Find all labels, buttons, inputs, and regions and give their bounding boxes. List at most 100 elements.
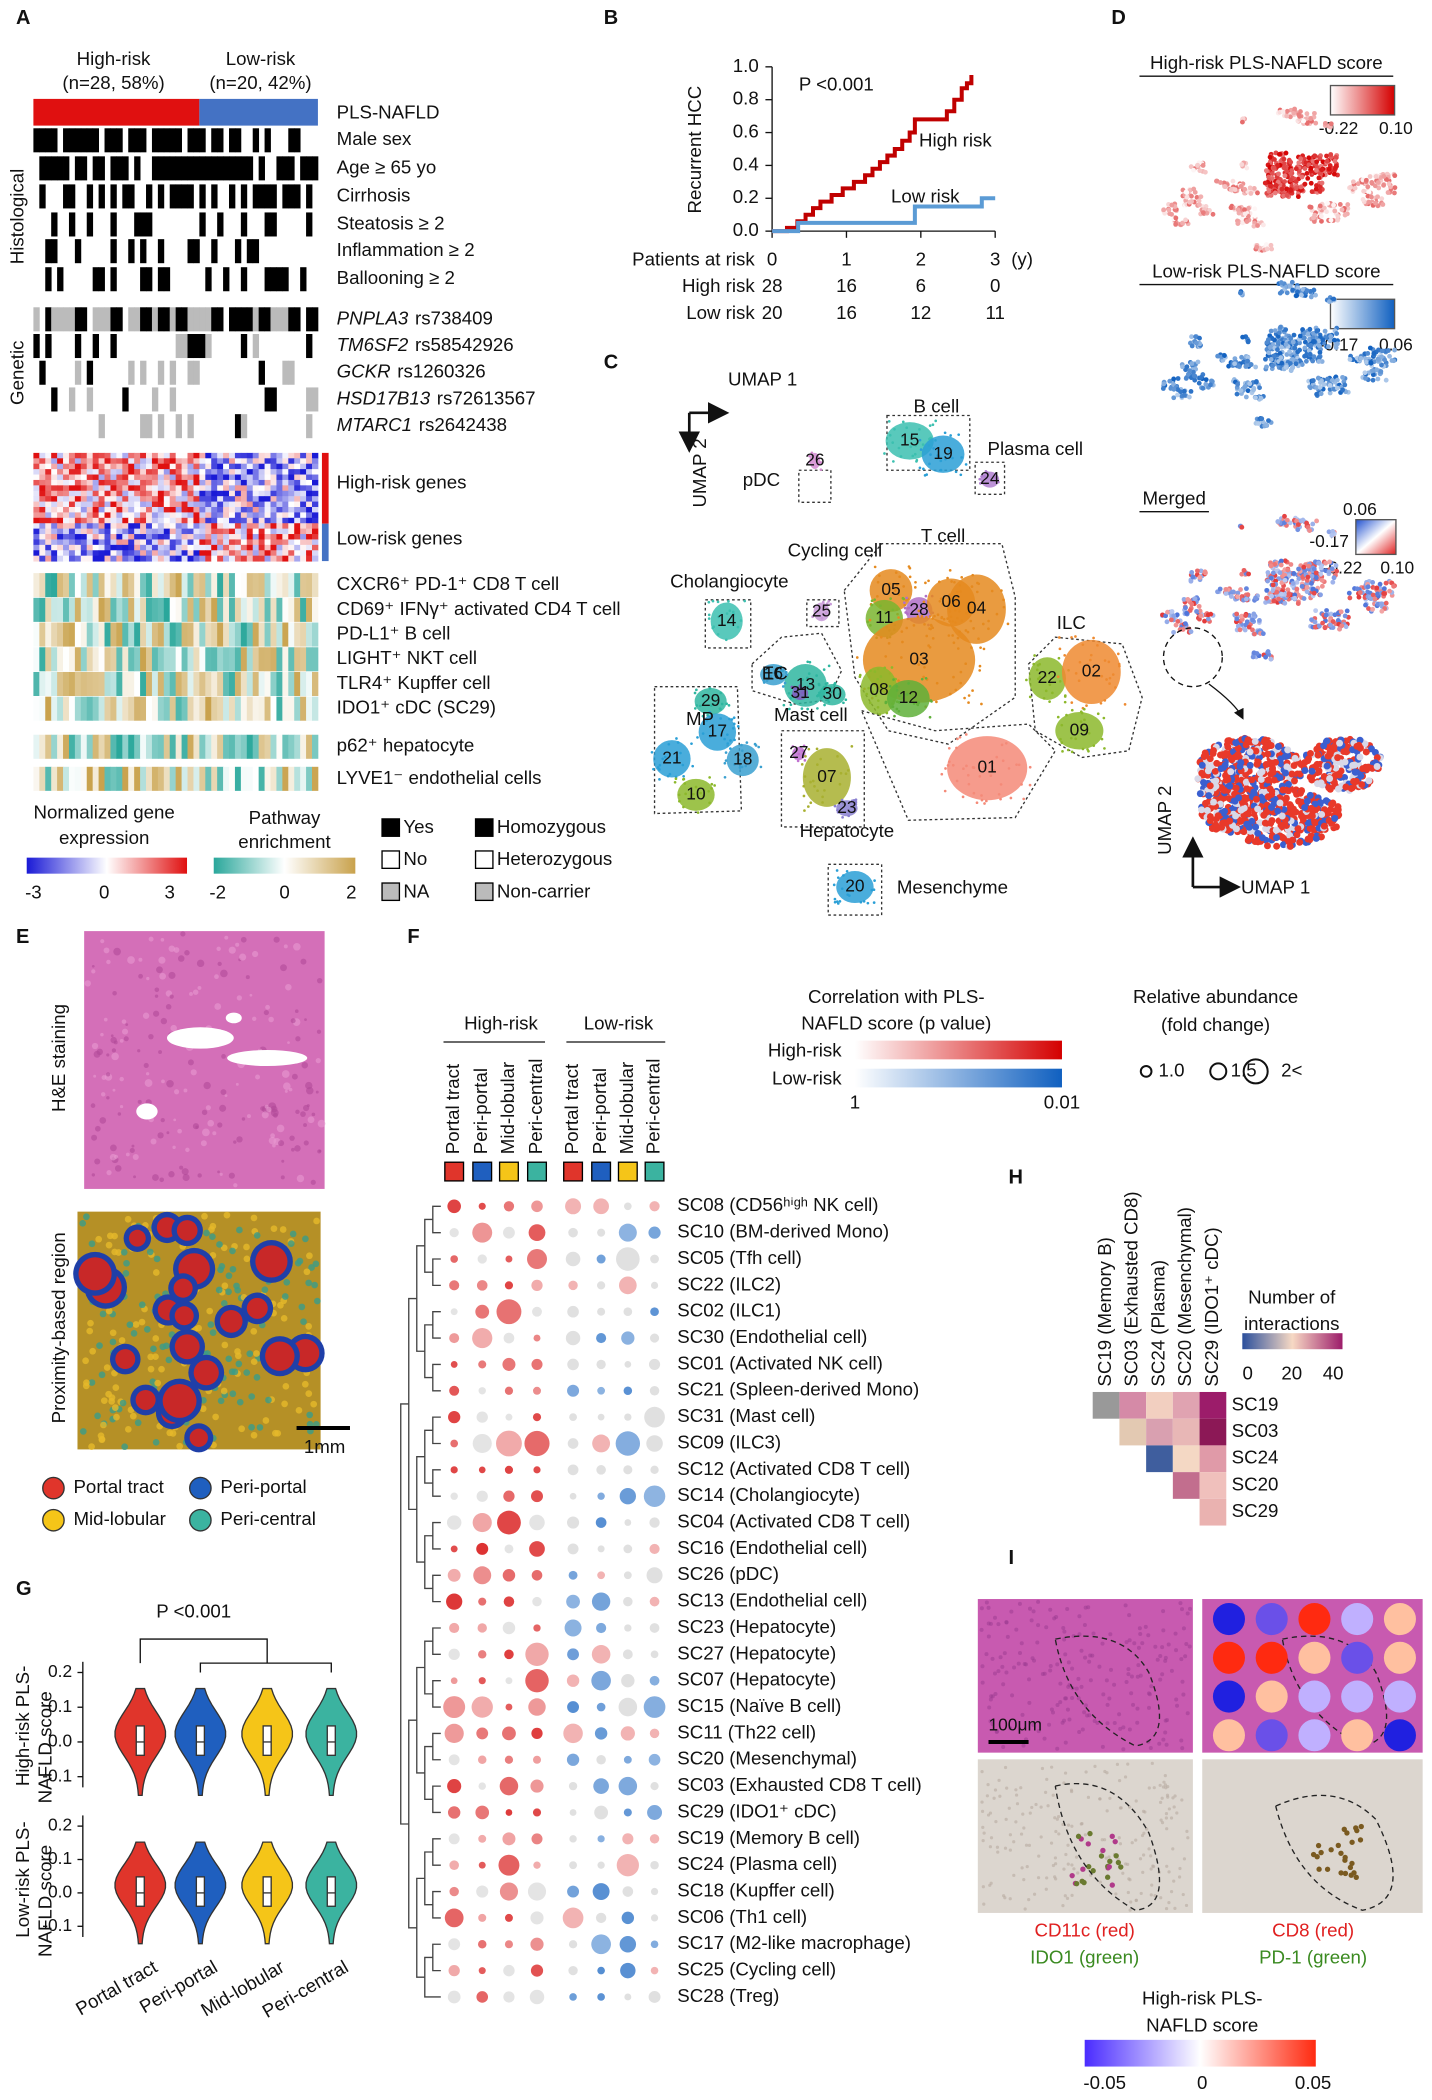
heatmap-cell <box>182 556 188 562</box>
label: Homozygous <box>497 816 606 837</box>
cell-dot <box>733 723 736 726</box>
cell-dot <box>959 736 962 739</box>
umap-dot <box>1183 218 1188 223</box>
umap-dot <box>1374 586 1379 591</box>
heatmap-cell <box>110 475 116 481</box>
umap-dot <box>1296 194 1301 199</box>
pathway-cell <box>223 735 229 759</box>
heatmap-cell <box>87 529 93 535</box>
cell <box>75 156 81 180</box>
cell <box>128 307 134 331</box>
pathway-cell <box>33 735 39 759</box>
umap-dot <box>1253 596 1258 601</box>
cell-dot <box>960 576 963 579</box>
pathway-cell <box>93 697 99 721</box>
umap-dot <box>1275 347 1280 352</box>
zoom-dot <box>1334 754 1341 761</box>
heatmap-cell <box>75 469 81 475</box>
pathway-cell <box>276 647 282 671</box>
heatmap-cell <box>300 534 306 540</box>
panel-label: G <box>16 1578 32 1600</box>
colorbar <box>1330 299 1394 328</box>
cell-dot <box>877 699 880 702</box>
cell-dot <box>1058 657 1061 660</box>
pathway-cell <box>217 598 223 622</box>
heatmap-cell <box>312 518 318 524</box>
umap-dot <box>1231 179 1236 184</box>
umap-dot <box>1282 601 1287 606</box>
zoom-dot <box>1247 748 1254 755</box>
heatmap-cell <box>229 464 235 470</box>
cell-dot <box>711 627 714 630</box>
umap-dot <box>1257 385 1262 390</box>
heatmap-cell <box>45 475 51 481</box>
heatmap-cell <box>271 496 277 502</box>
heatmap-cell <box>81 469 87 475</box>
heatmap-cell <box>288 464 294 470</box>
heatmap-cell <box>294 458 300 464</box>
heatmap-cell <box>57 475 63 481</box>
heatmap-cell <box>182 475 188 481</box>
umap-dot <box>1319 391 1324 396</box>
cell <box>235 239 241 263</box>
cluster-id: 06 <box>941 591 960 611</box>
heatmap-cell <box>312 480 318 486</box>
heatmap-cell <box>306 512 312 518</box>
umap-dot <box>1312 288 1317 293</box>
cell-dot <box>845 772 848 775</box>
umap-dot <box>1339 623 1344 628</box>
heatmap-cell <box>282 539 288 545</box>
heatmap-cell <box>164 545 170 551</box>
umap-dot <box>1308 343 1313 348</box>
cell <box>276 307 282 331</box>
cell-dot <box>952 676 955 679</box>
heatmap-cell <box>39 469 45 475</box>
heatmap-cell <box>146 502 152 508</box>
cell-dot <box>960 671 963 674</box>
pathway-cell <box>99 647 105 671</box>
heatmap-cell <box>265 491 271 497</box>
heatmap-cell <box>116 534 122 540</box>
heatmap-cell <box>33 469 39 475</box>
pathway-cell <box>39 623 45 647</box>
heatmap-cell <box>276 453 282 459</box>
heatmap-cell <box>276 502 282 508</box>
pathway-cell <box>259 598 265 622</box>
umap-dot <box>1390 358 1395 363</box>
heatmap-cell <box>282 480 288 486</box>
umap-dot <box>1185 195 1190 200</box>
panel-label: B <box>604 7 618 29</box>
umap-dot <box>1332 338 1337 343</box>
cell-dot <box>929 453 932 456</box>
pathway-cell <box>235 697 241 721</box>
heatmap-cell <box>223 556 229 562</box>
heatmap-cell <box>146 556 152 562</box>
heatmap-cell <box>75 539 81 545</box>
pathway-cell <box>288 672 294 696</box>
pathway-cell <box>134 623 140 647</box>
heatmap-cell <box>39 458 45 464</box>
heatmap-cell <box>81 539 87 545</box>
heatmap-cell <box>217 502 223 508</box>
cell-dot <box>898 575 901 578</box>
cell <box>188 361 194 385</box>
pathway-cell <box>128 735 134 759</box>
umap-dot <box>1365 351 1370 356</box>
heatmap-cell <box>170 469 176 475</box>
heatmap-cell <box>116 539 122 545</box>
umap-dot <box>1275 519 1280 524</box>
umap-dot <box>1263 181 1268 186</box>
heatmap-cell <box>158 529 164 535</box>
heatmap-cell <box>294 512 300 518</box>
umap-dot <box>1265 247 1270 252</box>
umap-dot <box>1376 357 1381 362</box>
heatmap-cell <box>39 475 45 481</box>
heatmap-cell <box>51 534 57 540</box>
pathway-cell <box>193 647 199 671</box>
cell-dot <box>891 441 894 444</box>
cell <box>241 334 247 358</box>
cell <box>75 334 81 358</box>
pathway-cell <box>223 672 229 696</box>
umap-dot <box>1256 421 1261 426</box>
umap-dot <box>1364 178 1369 183</box>
